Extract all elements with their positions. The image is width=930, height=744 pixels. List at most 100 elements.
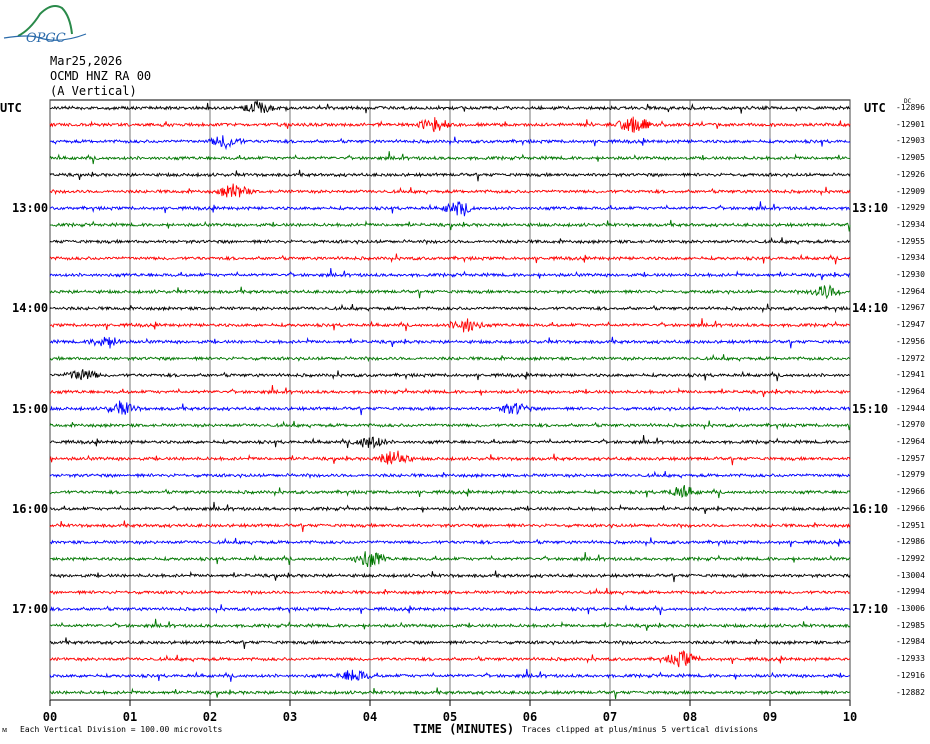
x-tick-label: 03 bbox=[282, 710, 298, 724]
x-tick-label: 00 bbox=[42, 710, 58, 724]
x-tick-label: 08 bbox=[682, 710, 698, 724]
trace-offset-label: -12934 bbox=[896, 219, 925, 229]
seismic-trace bbox=[49, 201, 851, 217]
seismic-trace bbox=[49, 151, 851, 165]
seismic-trace bbox=[49, 420, 851, 431]
trace-offset-label: -12926 bbox=[896, 169, 925, 179]
trace-offset-label: -12916 bbox=[896, 670, 925, 680]
seismic-trace bbox=[49, 169, 851, 182]
seismic-trace bbox=[49, 450, 851, 466]
seismic-trace bbox=[49, 400, 851, 416]
seismic-trace bbox=[49, 668, 851, 682]
seismic-trace bbox=[49, 484, 851, 499]
logo-text: OPGC bbox=[26, 31, 66, 46]
trace-offset-label: -12970 bbox=[896, 420, 925, 430]
x-tick-label: 07 bbox=[602, 710, 618, 724]
time-label-left: 14:00 bbox=[12, 301, 49, 316]
trace-offset-label: -12903 bbox=[896, 136, 925, 146]
trace-offset-label: -12955 bbox=[896, 236, 925, 246]
time-label-left: 17:00 bbox=[12, 602, 49, 616]
trace-offset-label: -12994 bbox=[896, 587, 925, 597]
trace-offset-label: -12966 bbox=[896, 487, 925, 497]
station-label: OCMD HNZ RA 00 bbox=[50, 69, 152, 83]
seismic-trace bbox=[49, 318, 851, 333]
time-label-right: 14:10 bbox=[852, 301, 889, 316]
seismic-trace bbox=[49, 336, 851, 349]
trace-offset-label: -12957 bbox=[896, 453, 925, 463]
x-tick-label: 05 bbox=[442, 710, 458, 724]
seismic-trace bbox=[49, 470, 851, 480]
trace-offset-label: -12933 bbox=[896, 654, 925, 664]
seismic-trace bbox=[49, 100, 851, 114]
trace-offset-label: -12964 bbox=[896, 286, 925, 296]
seismic-trace bbox=[49, 384, 851, 398]
x-tick-label: 01 bbox=[122, 710, 138, 724]
seismic-trace bbox=[49, 650, 851, 668]
seismic-trace bbox=[49, 236, 851, 246]
trace-offset-label: -12901 bbox=[896, 119, 925, 129]
date-label: Mar25,2026 bbox=[50, 54, 123, 68]
trace-offset-label: -13006 bbox=[896, 604, 925, 613]
footer-clipped-note: Traces clipped at plus/minus 5 vertical … bbox=[522, 725, 759, 734]
seismic-trace bbox=[49, 353, 851, 363]
footer-mark: ᴍ bbox=[2, 725, 8, 734]
trace-offset-label: -12966 bbox=[896, 503, 925, 513]
trace-offset-label: -12947 bbox=[896, 320, 925, 330]
time-label-left: 16:00 bbox=[12, 501, 49, 516]
seismic-trace bbox=[49, 618, 851, 631]
seismic-trace bbox=[49, 219, 851, 232]
seismic-trace bbox=[49, 284, 851, 300]
trace-offset-label: -12984 bbox=[896, 637, 925, 647]
utc-label-left: UTC bbox=[0, 101, 22, 115]
opgc-logo: OPGC bbox=[3, 5, 87, 46]
trace-offset-label: -12905 bbox=[896, 153, 925, 163]
footer-division-note: Each Vertical Division = 100.00 microvol… bbox=[20, 725, 223, 734]
component-label: (A Vertical) bbox=[50, 84, 137, 98]
trace-offset-label: -12882 bbox=[896, 687, 925, 697]
seismic-trace bbox=[49, 637, 851, 649]
trace-offset-label: -12929 bbox=[896, 203, 925, 213]
seismic-trace bbox=[49, 551, 851, 568]
x-tick-label: 04 bbox=[362, 710, 378, 724]
trace-offset-label: -12972 bbox=[896, 353, 925, 363]
x-tick-label: 06 bbox=[522, 710, 538, 724]
trace-offset-label: -12909 bbox=[896, 186, 925, 196]
trace-offset-label: -12944 bbox=[896, 403, 925, 413]
trace-offset-label: -12992 bbox=[896, 553, 925, 563]
trace-offset-label: -12896 bbox=[896, 103, 925, 112]
trace-offset-label: -12986 bbox=[896, 537, 925, 547]
trace-offset-label: -12956 bbox=[896, 336, 925, 346]
seismic-trace bbox=[49, 435, 851, 449]
seismic-trace bbox=[49, 183, 851, 198]
x-tick-label: 10 bbox=[842, 710, 858, 724]
seismic-trace bbox=[49, 537, 851, 548]
seismic-trace bbox=[49, 253, 851, 265]
dc-label: DC bbox=[904, 98, 912, 105]
x-tick-label: 09 bbox=[762, 710, 778, 724]
time-label-right: 17:10 bbox=[852, 602, 889, 616]
trace-offset-label: -12930 bbox=[896, 270, 925, 279]
time-label-left: 13:00 bbox=[12, 201, 49, 216]
seismic-trace bbox=[49, 587, 851, 596]
x-tick-label: 02 bbox=[202, 710, 218, 724]
seismic-trace bbox=[49, 604, 851, 616]
time-label-left: 15:00 bbox=[12, 401, 49, 416]
seismic-trace bbox=[49, 520, 851, 533]
trace-offset-label: -12964 bbox=[896, 386, 925, 396]
trace-offset-label: -12967 bbox=[896, 303, 925, 313]
x-axis-title: TIME (MINUTES) bbox=[413, 722, 515, 736]
trace-offset-label: -12951 bbox=[896, 520, 925, 530]
trace-offset-label: -12964 bbox=[896, 437, 925, 446]
trace-group bbox=[49, 100, 851, 700]
time-label-right: 13:10 bbox=[852, 201, 889, 216]
seismic-trace bbox=[49, 369, 850, 382]
trace-offset-label: -12985 bbox=[896, 620, 925, 630]
grid-lines bbox=[49, 99, 851, 706]
utc-label-right: UTC bbox=[864, 101, 886, 115]
seismic-trace bbox=[49, 687, 851, 700]
trace-offset-label: -13004 bbox=[896, 570, 925, 580]
time-label-right: 15:10 bbox=[852, 401, 889, 416]
mountain-logo-icon bbox=[17, 5, 73, 37]
seismic-trace bbox=[49, 570, 851, 583]
